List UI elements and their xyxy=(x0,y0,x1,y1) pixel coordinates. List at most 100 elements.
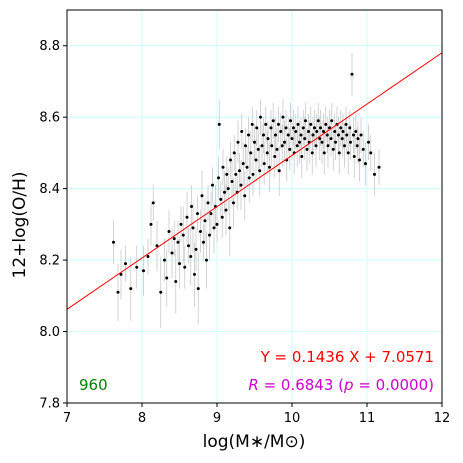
data-point-71 xyxy=(250,122,254,126)
x-tick-label-4: 11 xyxy=(359,411,376,426)
data-point-4 xyxy=(129,287,133,291)
data-point-81 xyxy=(262,162,266,166)
data-point-134 xyxy=(329,137,333,141)
tick-layer: 7 8 9 10 11 12 7.8 8.0 8.2 8.4 8.6 8.8 xyxy=(39,39,450,426)
data-point-16 xyxy=(172,237,176,241)
x-tick-label-1: 8 xyxy=(138,411,146,426)
data-point-20 xyxy=(179,222,183,226)
data-point-101 xyxy=(288,147,292,151)
data-point-160 xyxy=(364,162,367,166)
data-point-29 xyxy=(194,247,198,251)
data-point-112 xyxy=(301,126,305,130)
data-point-100 xyxy=(286,133,290,137)
data-point-24 xyxy=(187,244,190,248)
y-tick-label-0: 7.8 xyxy=(39,397,60,412)
data-point-27 xyxy=(191,226,195,230)
grid-layer xyxy=(66,10,443,404)
data-point-11 xyxy=(159,290,163,294)
data-point-74 xyxy=(254,158,258,162)
p-symbol: p xyxy=(343,376,354,394)
data-point-7 xyxy=(146,255,150,259)
data-point-80 xyxy=(262,133,265,137)
data-point-76 xyxy=(256,147,260,151)
correlation-label: R = 0.6843 (p = 0.0000) xyxy=(248,376,434,394)
data-point-162 xyxy=(369,151,373,155)
data-point-49 xyxy=(223,190,226,194)
data-point-53 xyxy=(228,226,232,230)
data-point-0 xyxy=(112,240,115,244)
data-point-147 xyxy=(345,133,349,137)
data-point-68 xyxy=(247,133,250,137)
data-point-93 xyxy=(277,169,281,173)
data-point-124 xyxy=(316,119,320,123)
data-point-142 xyxy=(339,126,343,130)
data-point-111 xyxy=(300,154,304,158)
data-point-103 xyxy=(290,137,294,141)
data-point-25 xyxy=(189,255,193,259)
data-point-40 xyxy=(211,183,214,187)
errorbar-layer xyxy=(113,52,380,328)
data-point-96 xyxy=(281,115,285,119)
data-point-104 xyxy=(292,126,295,130)
fit-line xyxy=(66,52,443,310)
data-point-153 xyxy=(352,154,356,158)
data-point-155 xyxy=(355,144,359,148)
data-point-77 xyxy=(258,169,262,173)
data-point-127 xyxy=(320,140,324,144)
data-point-23 xyxy=(185,215,189,219)
data-point-78 xyxy=(259,115,262,119)
data-point-39 xyxy=(209,212,213,216)
data-point-52 xyxy=(226,187,230,191)
data-point-61 xyxy=(238,169,241,173)
point-layer xyxy=(112,72,381,294)
data-point-22 xyxy=(183,265,187,269)
r-value: = 0.6843 ( xyxy=(259,376,344,394)
x-tick-label-2: 9 xyxy=(213,411,221,426)
data-point-50 xyxy=(224,208,228,212)
data-point-106 xyxy=(294,129,298,133)
y-tick-label-5: 8.8 xyxy=(39,39,60,54)
data-point-91 xyxy=(275,147,279,151)
data-point-161 xyxy=(367,140,370,144)
data-point-144 xyxy=(341,129,345,133)
data-point-67 xyxy=(245,165,249,169)
data-point-26 xyxy=(190,205,193,208)
data-point-123 xyxy=(315,129,319,133)
data-point-41 xyxy=(212,226,216,230)
data-point-79 xyxy=(260,144,264,148)
data-point-128 xyxy=(322,129,325,133)
y-tick-label-3: 8.4 xyxy=(39,182,60,197)
data-point-58 xyxy=(234,172,238,176)
data-point-43 xyxy=(215,222,219,226)
data-point-136 xyxy=(331,147,335,151)
data-point-70 xyxy=(249,151,253,155)
x-tick-label-5: 12 xyxy=(434,411,451,426)
data-point-8 xyxy=(149,222,153,226)
data-point-15 xyxy=(170,251,174,255)
data-point-31 xyxy=(196,287,200,291)
data-point-34 xyxy=(202,240,205,244)
data-point-135 xyxy=(330,119,334,123)
data-point-140 xyxy=(337,133,340,137)
data-point-108 xyxy=(296,122,300,126)
data-point-119 xyxy=(310,151,314,155)
data-point-152 xyxy=(352,133,355,137)
data-point-131 xyxy=(325,133,329,137)
data-point-120 xyxy=(311,133,315,137)
data-point-151 xyxy=(350,72,354,76)
data-point-95 xyxy=(280,144,284,148)
x-tick-label-0: 7 xyxy=(63,411,71,426)
data-point-143 xyxy=(340,137,344,141)
data-point-113 xyxy=(303,137,307,141)
plot-frame xyxy=(66,9,443,404)
data-point-63 xyxy=(240,129,244,133)
data-point-5 xyxy=(135,265,139,269)
data-point-154 xyxy=(354,129,358,133)
data-point-56 xyxy=(232,201,235,205)
fit-equation-label: Y = 0.1436 X + 7.0571 xyxy=(260,348,434,366)
data-point-45 xyxy=(217,122,221,126)
data-point-46 xyxy=(219,197,223,201)
data-point-121 xyxy=(313,126,316,130)
y-tick-label-2: 8.2 xyxy=(39,254,60,269)
data-point-126 xyxy=(319,126,322,130)
